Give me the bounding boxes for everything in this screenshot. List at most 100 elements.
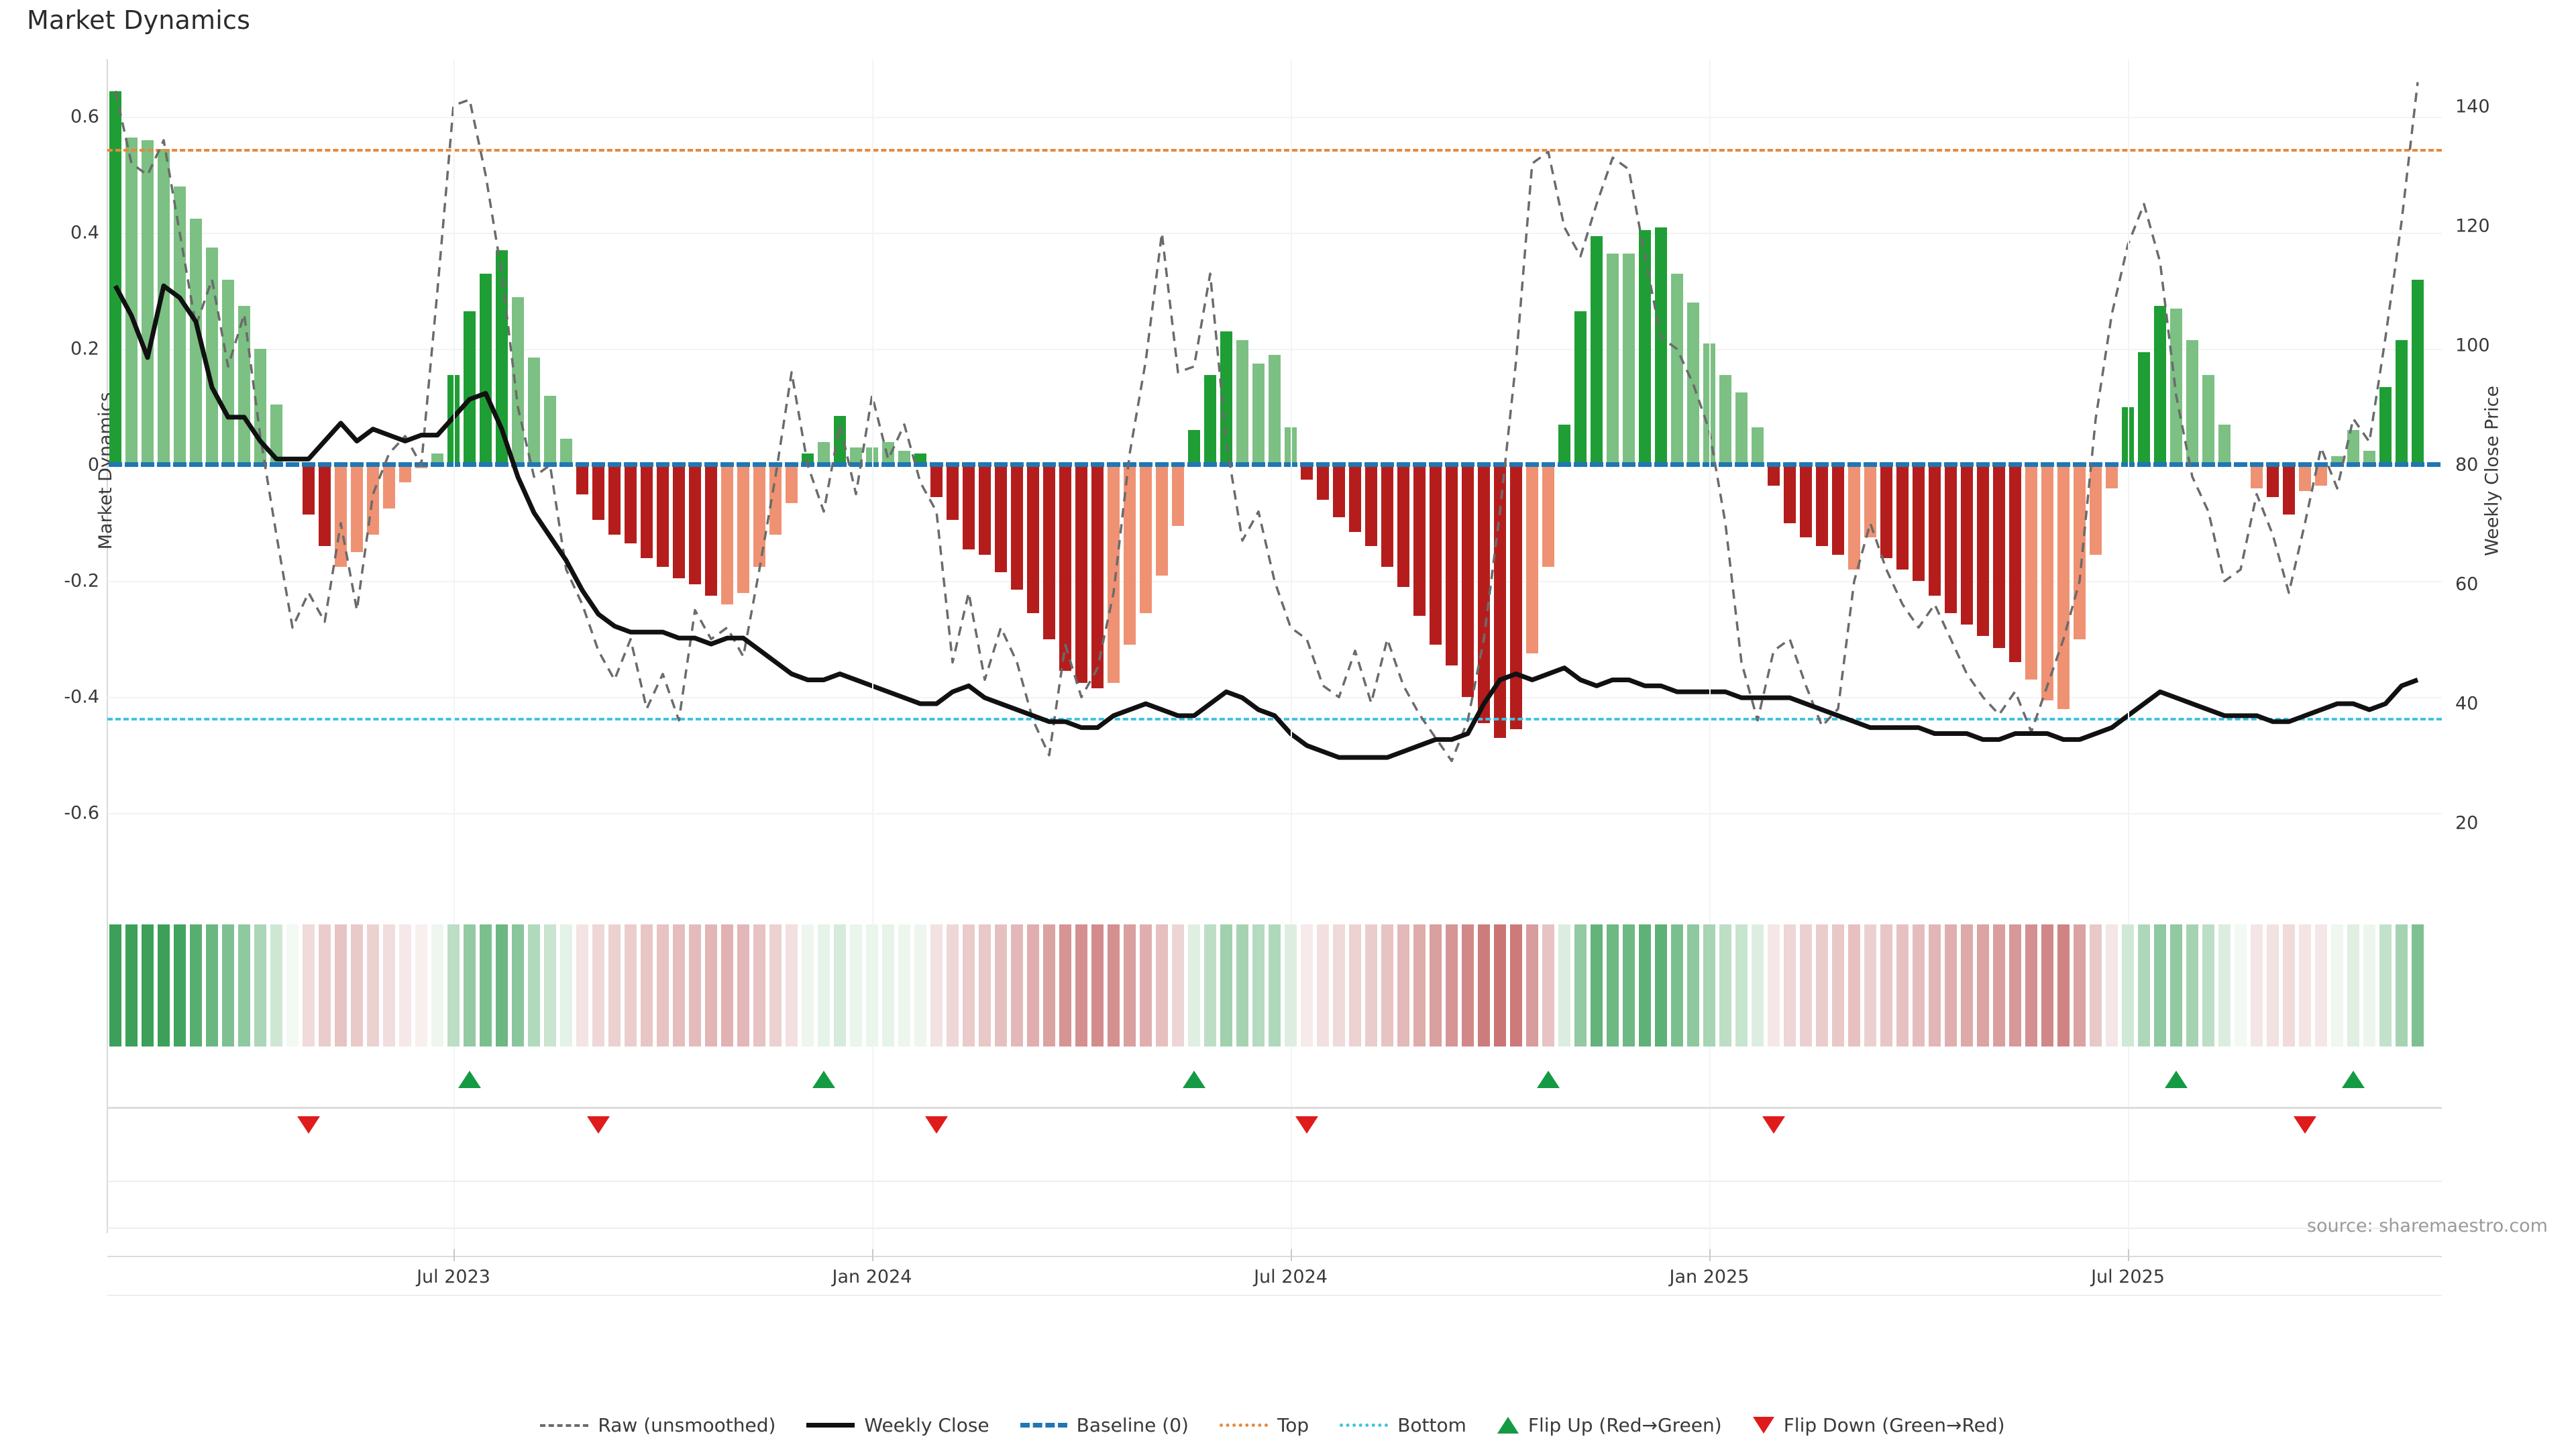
bar: [865, 447, 879, 466]
left-tick-label: 0.4: [70, 222, 99, 244]
bar: [656, 465, 669, 567]
bar: [898, 450, 911, 466]
baseline-dash: [753, 462, 766, 468]
legend-item-flip_up[interactable]: Flip Up (Red→Green): [1497, 1414, 1722, 1436]
heatmap-cell: [415, 924, 427, 1046]
bar: [1171, 465, 1185, 527]
dotted-orange-line-icon: [1219, 1424, 1268, 1427]
heatmap-cell: [2138, 924, 2150, 1046]
bar: [1783, 465, 1796, 523]
heatmap-cell: [1735, 924, 1748, 1046]
baseline-dash: [1091, 462, 1104, 468]
heatmap-cell: [1864, 924, 1876, 1046]
heatmap-cell: [2074, 924, 2086, 1046]
baseline-dash: [1799, 462, 1813, 468]
baseline-dash: [1574, 462, 1587, 468]
bar: [2121, 407, 2135, 466]
legend-item-close[interactable]: Weekly Close: [806, 1414, 989, 1436]
heatmap-cell: [1784, 924, 1796, 1046]
legend-item-flip_down[interactable]: Flip Down (Green→Red): [1752, 1414, 2005, 1436]
baseline-dash: [1928, 462, 1941, 468]
baseline-dash: [1880, 462, 1893, 468]
legend-item-label: Flip Up (Red→Green): [1527, 1414, 1722, 1436]
heatmap-cell: [1285, 924, 1297, 1046]
baseline-dash: [109, 462, 122, 468]
legend-item-label: Top: [1277, 1414, 1309, 1436]
gridline-left-6: [107, 813, 2442, 815]
baseline-dash: [334, 462, 347, 468]
heatmap-cell: [2379, 924, 2392, 1046]
legend-item-top[interactable]: Top: [1219, 1414, 1309, 1436]
bar: [1912, 465, 1925, 582]
flip-down-marker: [1762, 1116, 1785, 1134]
flip-up-marker: [2342, 1071, 2365, 1088]
heatmap-cell: [1124, 924, 1136, 1046]
heatmap-cell: [367, 924, 379, 1046]
bar: [978, 465, 991, 555]
legend-item-baseline[interactable]: Baseline (0): [1020, 1414, 1189, 1436]
baseline-dash: [527, 462, 541, 468]
baseline-dash: [1767, 462, 1780, 468]
heatmap-cell: [222, 924, 234, 1046]
heatmap-cell: [1252, 924, 1265, 1046]
baseline-dash: [1187, 462, 1201, 468]
heatmap-cell: [1349, 924, 1361, 1046]
bar: [1123, 465, 1136, 645]
baseline-dash: [2411, 462, 2424, 468]
baseline-dash: [1429, 462, 1442, 468]
heatmap-cell: [238, 924, 250, 1046]
flip-up-marker: [458, 1071, 481, 1088]
baseline-dash: [737, 462, 750, 468]
baseline-dash: [1348, 462, 1362, 468]
heatmap-cell: [1703, 924, 1715, 1046]
flip-up-marker: [1537, 1071, 1560, 1088]
flip-down-marker: [1295, 1116, 1318, 1134]
baseline-dash: [1703, 462, 1716, 468]
bar: [2041, 465, 2054, 700]
bar: [1815, 465, 1829, 547]
baseline-dash: [914, 462, 927, 468]
bar: [930, 465, 943, 497]
baseline-dash: [1638, 462, 1652, 468]
vertical-gridline: [453, 59, 455, 1254]
line-series-overlay: [113, 82, 2419, 763]
bar: [1075, 465, 1088, 683]
flip-down-marker: [297, 1116, 320, 1134]
bar: [270, 404, 283, 466]
right-tick-label: 100: [2455, 335, 2490, 356]
legend-item-bottom[interactable]: Bottom: [1340, 1414, 1466, 1436]
heatmap-cell: [608, 924, 621, 1046]
baseline-dash: [1751, 462, 1764, 468]
bar: [2411, 279, 2424, 466]
bar: [463, 311, 476, 466]
bar: [1574, 311, 1587, 466]
baseline-dash: [1719, 462, 1732, 468]
baseline-dash: [1815, 462, 1829, 468]
bar: [1397, 465, 1410, 587]
gridline-left-2: [107, 349, 2442, 351]
legend-item-raw[interactable]: Raw (unsmoothed): [540, 1414, 775, 1436]
baseline-dash: [1735, 462, 1748, 468]
heatmap-cell: [1752, 924, 1764, 1046]
baseline-dash: [2379, 462, 2392, 468]
heatmap-cell: [979, 924, 991, 1046]
heatmap-cell: [1719, 924, 1731, 1046]
heatmap-cell: [963, 924, 975, 1046]
baseline-dash: [1509, 462, 1523, 468]
heatmap-cell: [1896, 924, 1909, 1046]
heatmap-cell: [2041, 924, 2053, 1046]
bar: [1864, 465, 1877, 538]
bar: [1268, 355, 1281, 466]
heatmap-cell: [818, 924, 830, 1046]
left-tick-label: 0: [87, 454, 99, 476]
bar: [1960, 465, 1974, 625]
baseline-dash: [1413, 462, 1426, 468]
heatmap-cell: [399, 924, 411, 1046]
bar: [1767, 465, 1780, 486]
heatmap-cell: [480, 924, 492, 1046]
bar: [817, 441, 830, 466]
bar: [1622, 253, 1635, 466]
baseline-dash: [221, 462, 235, 468]
bar: [2105, 465, 2118, 488]
baseline-dash: [576, 462, 589, 468]
